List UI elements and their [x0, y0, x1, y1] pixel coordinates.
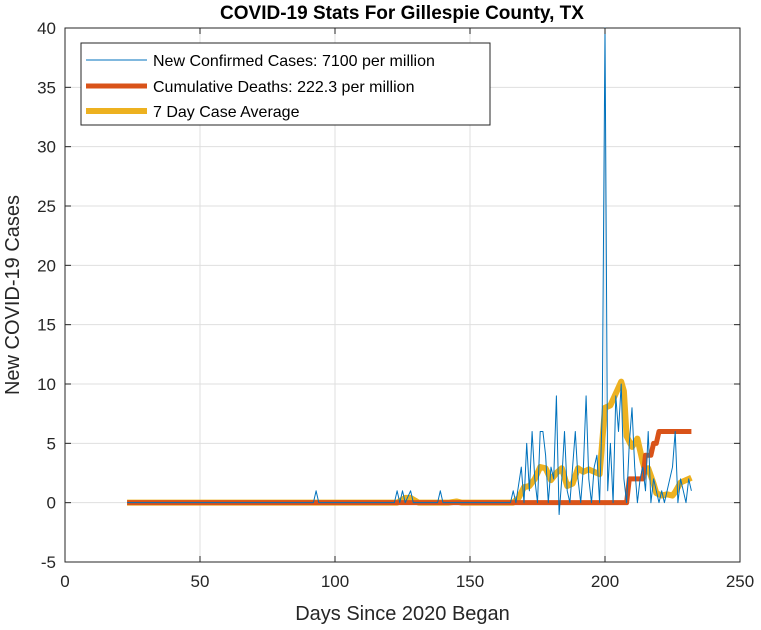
y-tick-label: 35 [37, 78, 56, 97]
x-tick-label: 250 [726, 572, 754, 591]
series-line-new-cases [127, 27, 692, 516]
y-tick-label: 40 [37, 19, 56, 38]
y-tick-label: 25 [37, 197, 56, 216]
legend-box [80, 42, 491, 126]
legend-label-cumulative-deaths: Cumulative Deaths: 222.3 per million [153, 79, 414, 96]
x-tick-label: 50 [191, 572, 210, 591]
legend: New Confirmed Cases: 7100 per million Cu… [80, 42, 491, 126]
plot-frame [64, 27, 741, 563]
series-line-cumulative-deaths [127, 428, 692, 506]
legend-label-new-cases: New Confirmed Cases: 7100 per million [153, 53, 435, 70]
y-tick-label: -5 [41, 553, 56, 572]
x-tick-label: 0 [60, 572, 69, 591]
y-tick-label: 0 [47, 494, 56, 513]
x-tick-label: 200 [591, 572, 619, 591]
y-tick-label: 15 [37, 316, 56, 335]
legend-label-7-day-average: 7 Day Case Average [153, 104, 300, 121]
y-tick-label: 10 [37, 375, 56, 394]
x-axis-label: Days Since 2020 Began [295, 603, 510, 625]
x-tick-label: 100 [321, 572, 349, 591]
y-axis-label: New COVID-19 Cases [2, 195, 24, 395]
chart-title: COVID-19 Stats For Gillespie County, TX [220, 3, 584, 24]
y-tick-label: 5 [47, 434, 56, 453]
y-tick-label: 20 [37, 256, 56, 275]
series-layer [127, 27, 693, 516]
x-tick-label: 150 [456, 572, 484, 591]
y-tick-label: 30 [37, 138, 56, 157]
